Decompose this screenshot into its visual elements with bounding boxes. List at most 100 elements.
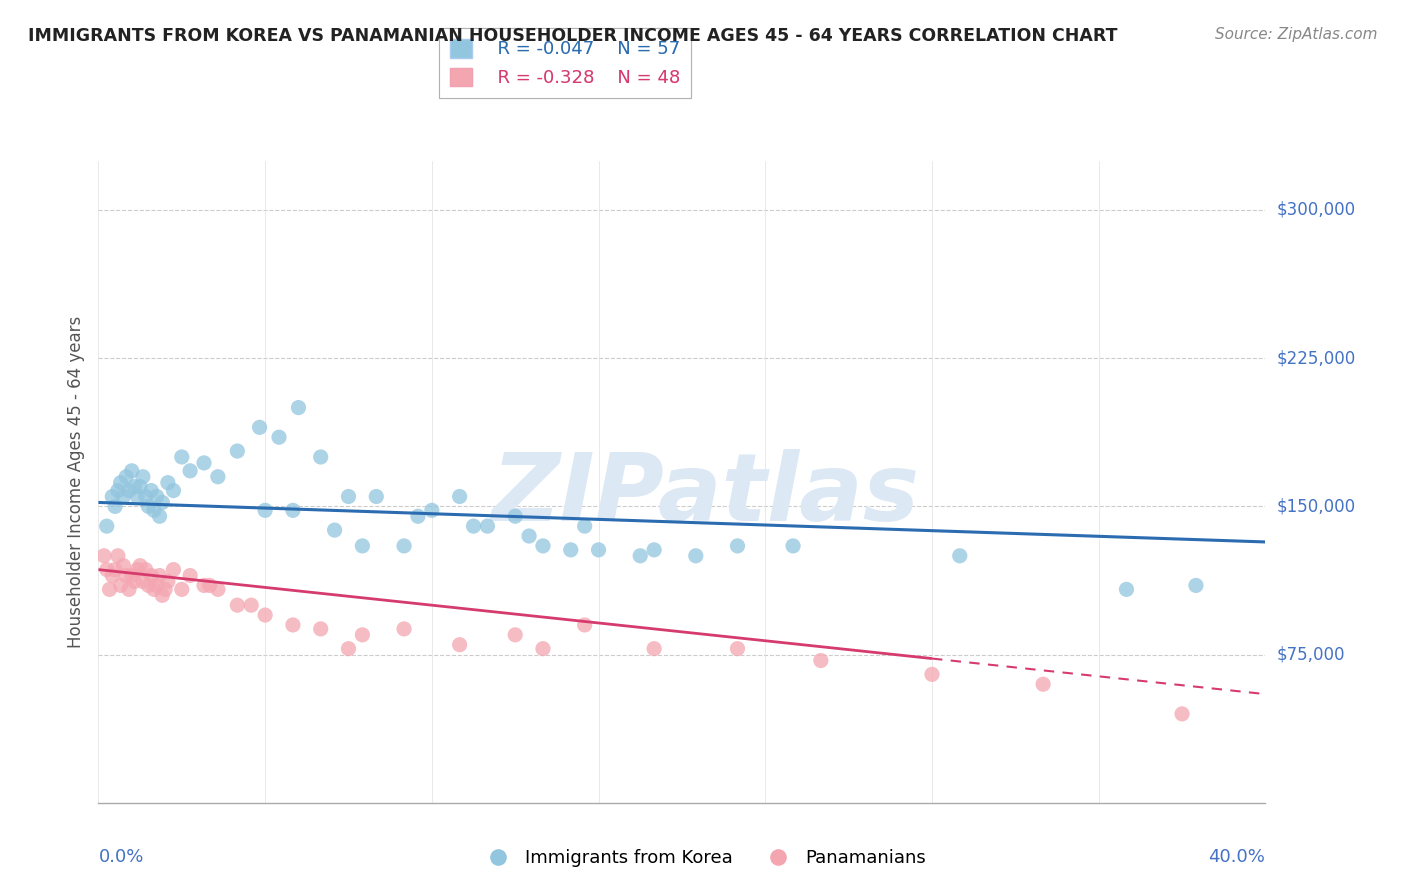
Point: [254, 503, 277, 517]
Point: [420, 503, 443, 517]
Point: [309, 450, 332, 464]
Point: [810, 653, 832, 667]
Point: [129, 558, 152, 573]
Point: [104, 563, 127, 577]
Point: [107, 483, 129, 498]
Point: [135, 490, 157, 504]
Point: [121, 568, 143, 582]
Point: [121, 464, 143, 478]
Point: [643, 542, 665, 557]
Text: ZIPatlas: ZIPatlas: [491, 449, 920, 541]
Legend: Immigrants from Korea, Panamanians: Immigrants from Korea, Panamanians: [472, 842, 934, 874]
Point: [170, 450, 193, 464]
Point: [107, 549, 129, 563]
Point: [352, 628, 374, 642]
Point: [560, 542, 582, 557]
Point: [146, 578, 169, 592]
Point: [143, 503, 166, 517]
Point: [1115, 582, 1137, 597]
Point: [1032, 677, 1054, 691]
Point: [148, 568, 170, 582]
Point: [112, 490, 135, 504]
Point: [129, 480, 152, 494]
Point: [98, 582, 121, 597]
Point: [588, 542, 610, 557]
Point: [1171, 706, 1194, 721]
Point: [138, 500, 160, 514]
Point: [352, 539, 374, 553]
Point: [101, 568, 124, 582]
Point: [574, 519, 596, 533]
Point: [1185, 578, 1208, 592]
Point: [685, 549, 707, 563]
Point: [477, 519, 499, 533]
Point: [281, 503, 304, 517]
Point: [138, 578, 160, 592]
Point: [254, 608, 277, 623]
Point: [124, 574, 146, 589]
Text: $300,000: $300,000: [1277, 201, 1355, 219]
Point: [517, 529, 540, 543]
Point: [531, 539, 554, 553]
Point: [226, 598, 249, 612]
Point: [207, 469, 229, 483]
Point: [628, 549, 651, 563]
Point: [198, 578, 221, 592]
Point: [150, 495, 173, 509]
Point: [96, 563, 118, 577]
Text: 0.0%: 0.0%: [98, 847, 143, 866]
Y-axis label: Householder Income Ages 45 - 64 years: Householder Income Ages 45 - 64 years: [66, 316, 84, 648]
Point: [337, 641, 360, 656]
Point: [193, 578, 215, 592]
Point: [323, 523, 346, 537]
Point: [162, 483, 184, 498]
Point: [337, 490, 360, 504]
Text: 40.0%: 40.0%: [1209, 847, 1265, 866]
Point: [156, 574, 179, 589]
Point: [921, 667, 943, 681]
Point: [110, 475, 132, 490]
Point: [156, 475, 179, 490]
Point: [141, 483, 163, 498]
Point: [281, 618, 304, 632]
Point: [132, 469, 155, 483]
Point: [141, 568, 163, 582]
Point: [727, 539, 749, 553]
Point: [93, 549, 115, 563]
Text: Source: ZipAtlas.com: Source: ZipAtlas.com: [1215, 27, 1378, 42]
Point: [127, 563, 149, 577]
Text: IMMIGRANTS FROM KOREA VS PANAMANIAN HOUSEHOLDER INCOME AGES 45 - 64 YEARS CORREL: IMMIGRANTS FROM KOREA VS PANAMANIAN HOUS…: [28, 27, 1118, 45]
Point: [96, 519, 118, 533]
Point: [146, 490, 169, 504]
Point: [101, 490, 124, 504]
Point: [531, 641, 554, 656]
Point: [449, 638, 471, 652]
Point: [135, 563, 157, 577]
Point: [287, 401, 309, 415]
Point: [449, 490, 471, 504]
Text: $75,000: $75,000: [1277, 646, 1346, 664]
Point: [148, 509, 170, 524]
Point: [110, 578, 132, 592]
Point: [503, 509, 526, 524]
Point: [104, 500, 127, 514]
Point: [309, 622, 332, 636]
Point: [150, 588, 173, 602]
Point: [124, 480, 146, 494]
Point: [207, 582, 229, 597]
Point: [153, 582, 176, 597]
Point: [127, 490, 149, 504]
Point: [406, 509, 429, 524]
Point: [392, 622, 415, 636]
Point: [267, 430, 290, 444]
Point: [143, 582, 166, 597]
Text: $225,000: $225,000: [1277, 349, 1355, 368]
Point: [179, 568, 201, 582]
Point: [118, 483, 141, 498]
Point: [162, 563, 184, 577]
Point: [782, 539, 804, 553]
Point: [132, 574, 155, 589]
Text: $150,000: $150,000: [1277, 498, 1355, 516]
Point: [118, 582, 141, 597]
Legend:   R = -0.047    N = 57,   R = -0.328    N = 48: R = -0.047 N = 57, R = -0.328 N = 48: [439, 29, 692, 98]
